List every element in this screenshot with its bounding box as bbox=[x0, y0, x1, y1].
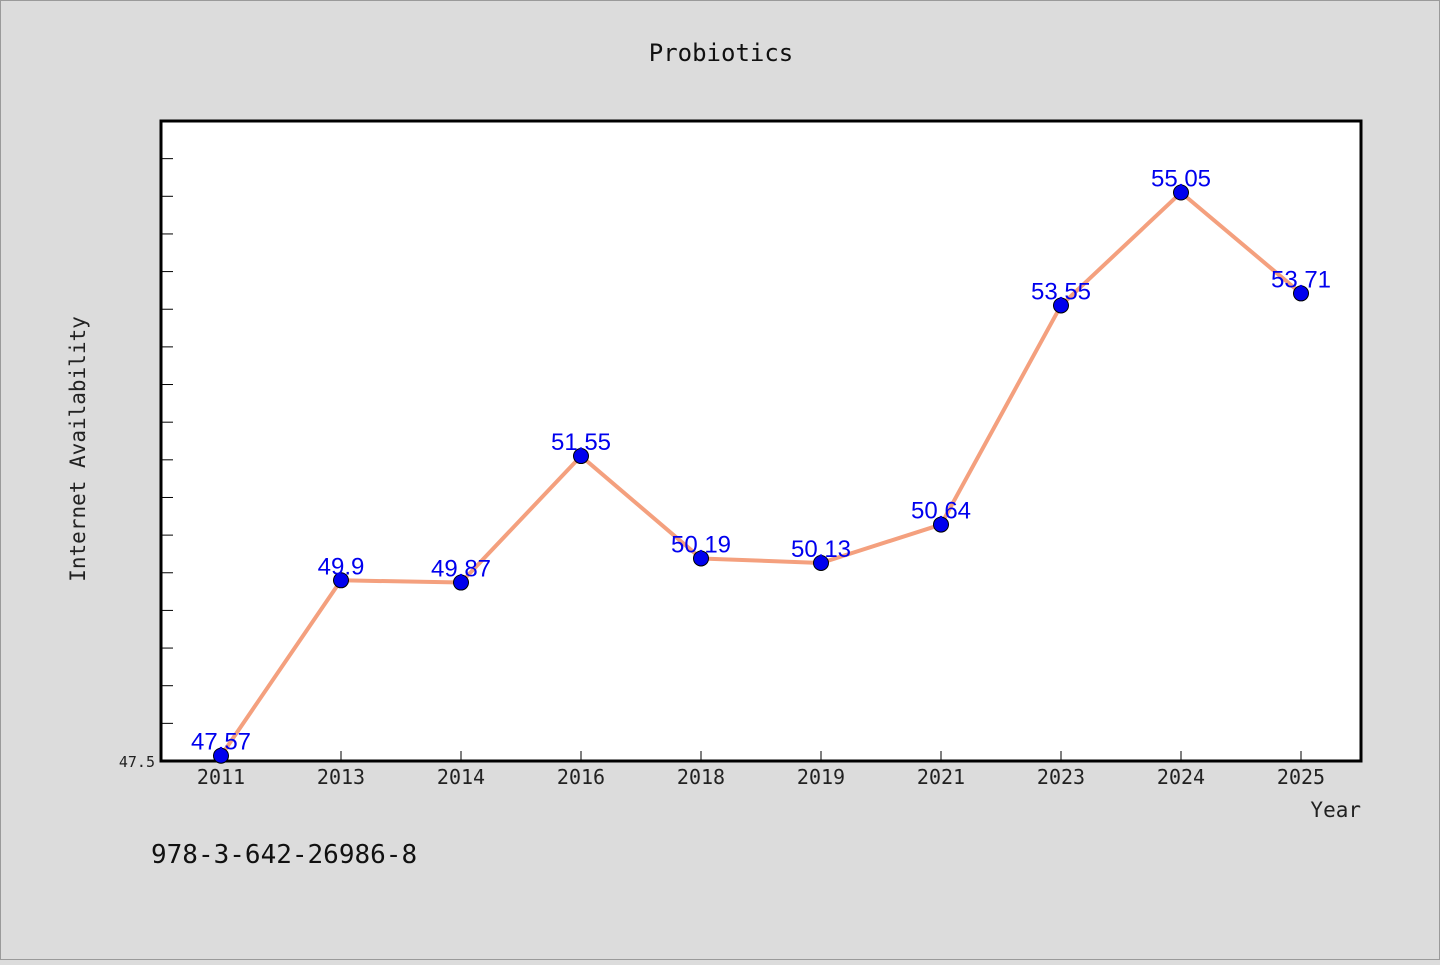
data-label: 51.55 bbox=[551, 429, 611, 456]
y-tick-label: 47.5 bbox=[119, 753, 155, 771]
data-label: 47.57 bbox=[191, 729, 251, 756]
data-point bbox=[693, 550, 709, 567]
data-label: 50.13 bbox=[791, 536, 851, 563]
x-tick-label: 2014 bbox=[437, 765, 485, 789]
data-point bbox=[333, 572, 349, 589]
data-point bbox=[213, 747, 229, 764]
x-tick-label: 2016 bbox=[557, 765, 605, 789]
data-point bbox=[573, 448, 589, 465]
series-layer: 47.57 49.9 49.87 51.55 50.19 50.13 50.64 53.55 5… bbox=[191, 166, 1331, 764]
chart-title: Probiotics bbox=[649, 39, 794, 67]
data-label: 53.71 bbox=[1271, 266, 1331, 293]
series-line bbox=[219, 190, 1303, 758]
x-axis-label: Year bbox=[1310, 798, 1361, 822]
x-axis-ticks: 2011 2013 2014 2016 2018 2019 2021 2023 2024 2025 bbox=[197, 751, 1325, 789]
data-point bbox=[813, 554, 829, 571]
x-tick-label: 2019 bbox=[797, 765, 845, 789]
x-tick-label: 2021 bbox=[917, 765, 965, 789]
footer-identifier: 978-3-642-26986-8 bbox=[151, 840, 417, 870]
data-point bbox=[1053, 297, 1069, 314]
data-point bbox=[1293, 285, 1309, 302]
y-axis-label: Internet Availability bbox=[66, 316, 90, 582]
data-label: 53.55 bbox=[1031, 278, 1091, 305]
x-tick-label: 2023 bbox=[1037, 765, 1085, 789]
data-label: 55.05 bbox=[1151, 166, 1211, 193]
x-tick-label: 2024 bbox=[1157, 765, 1205, 789]
data-point bbox=[933, 516, 949, 533]
data-label: 49.9 bbox=[318, 553, 365, 580]
data-label: 49.87 bbox=[431, 556, 491, 583]
x-tick-label: 2018 bbox=[677, 765, 725, 789]
data-point bbox=[1173, 184, 1189, 201]
y-axis-ticks: 47.5 bbox=[119, 158, 173, 771]
x-tick-label: 2025 bbox=[1277, 765, 1325, 789]
x-tick-label: 2011 bbox=[197, 765, 245, 789]
data-label: 50.19 bbox=[671, 531, 731, 558]
x-tick-label: 2013 bbox=[317, 765, 365, 789]
data-point bbox=[453, 574, 469, 591]
plot-area bbox=[159, 119, 1363, 763]
data-label: 50.64 bbox=[911, 498, 971, 525]
